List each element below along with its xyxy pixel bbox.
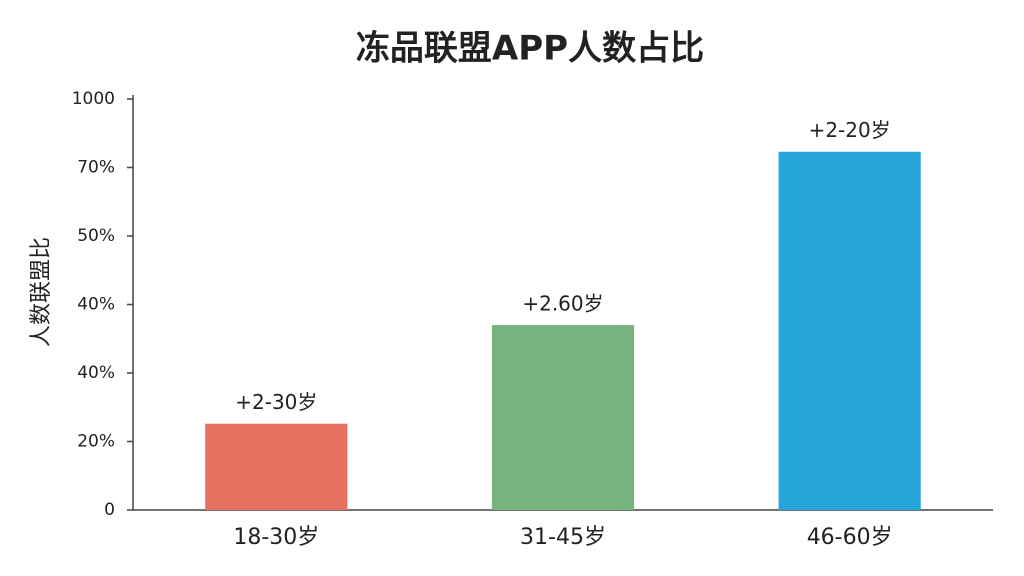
bar-label: +2-30岁 <box>235 390 317 414</box>
chart-title: 冻品联盟APP人数占比 <box>356 29 704 69</box>
y-tick-label: 50% <box>77 226 115 246</box>
bar <box>205 423 348 510</box>
y-tick-label: 70% <box>77 158 115 178</box>
y-tick-label: 40% <box>77 363 115 383</box>
x-tick-label: 31-45岁 <box>520 525 606 550</box>
y-axis-label: 人数联盟比 <box>29 237 54 347</box>
y-tick-label: 20% <box>77 432 115 452</box>
x-tick-label: 18-30岁 <box>233 525 319 550</box>
bar-label: +2-20岁 <box>809 118 891 142</box>
bar-label: +2.60岁 <box>522 292 603 316</box>
y-tick-label: 1000 <box>72 89 115 109</box>
bar <box>491 325 635 510</box>
y-tick-label: 0 <box>104 500 115 520</box>
y-tick-label: 40% <box>77 295 115 315</box>
bar <box>778 151 921 510</box>
x-tick-label: 46-60岁 <box>807 525 893 550</box>
